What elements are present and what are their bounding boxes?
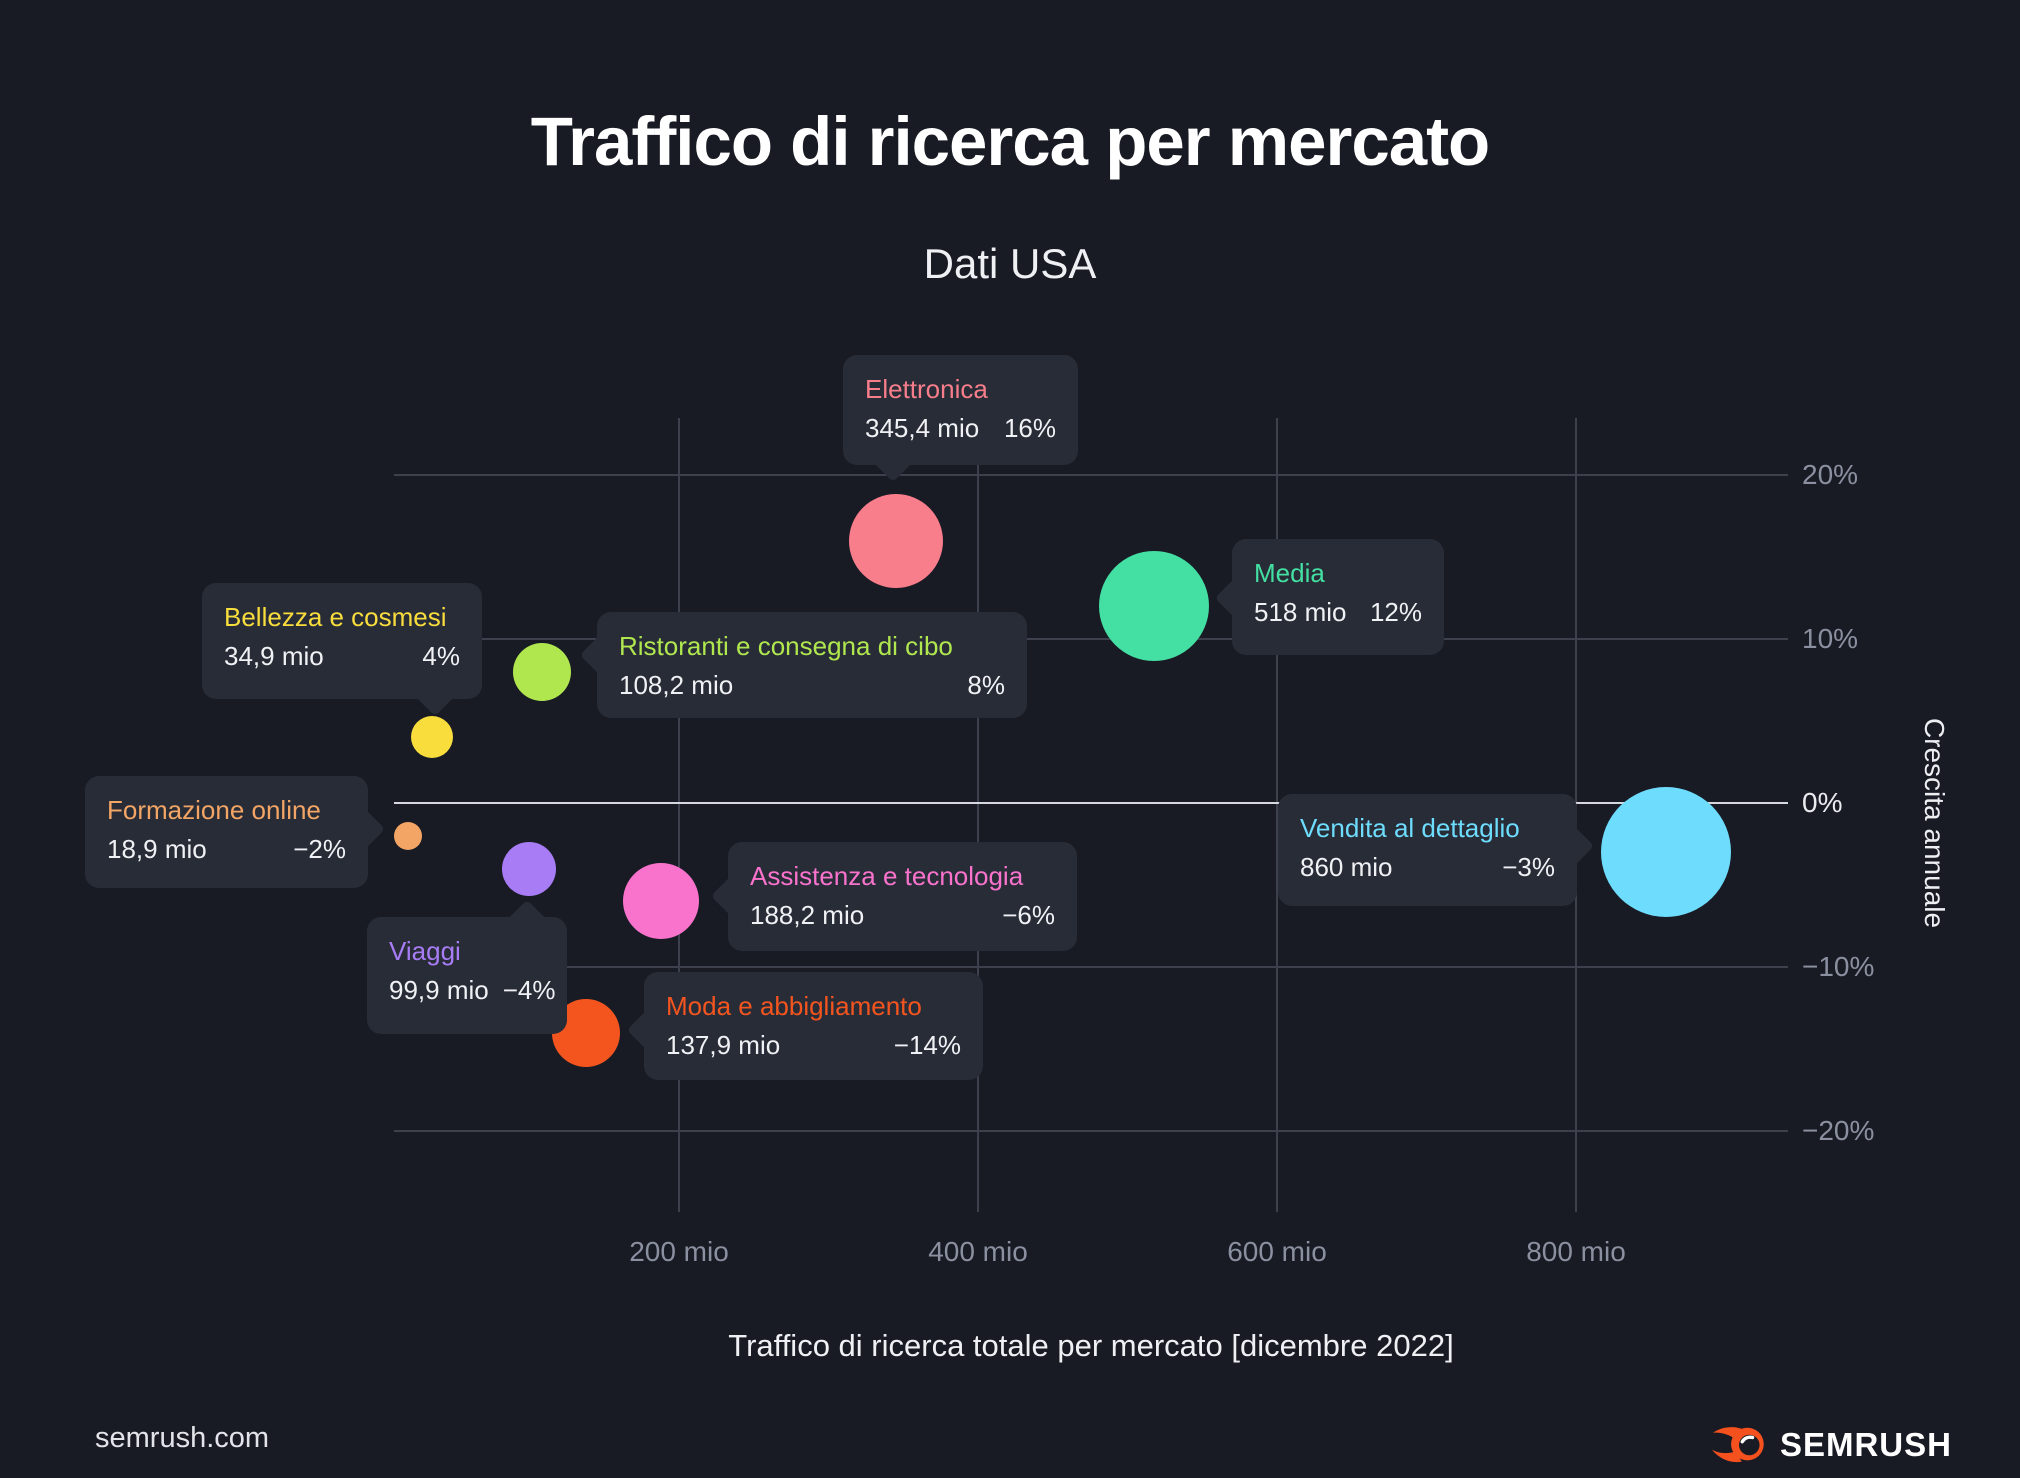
- tooltip-pointer: [413, 673, 457, 717]
- tooltip-traffic-value: 34,9 mio: [224, 641, 324, 671]
- tooltip-growth-value: −3%: [1502, 852, 1555, 882]
- page-subtitle: Dati USA: [923, 240, 1097, 287]
- grid-line-y--20: [394, 1130, 1788, 1132]
- tooltip-growth-value: −6%: [1002, 900, 1055, 930]
- tooltip-moda-e-abbigliamento: Moda e abbigliamento 137,9 mio −14%: [626, 972, 983, 1080]
- tooltip-category-label: Assistenza e tecnologia: [750, 861, 1024, 891]
- brand-wordmark: SEMRUSH: [1779, 1426, 1952, 1463]
- bubble-vendita-al-dettaglio: [1600, 787, 1731, 918]
- tooltip-traffic-value: 860 mio: [1300, 852, 1393, 882]
- tooltip-values-row: 188,2 mio −6%: [750, 900, 1055, 931]
- tooltip-values-row: 518 mio 12%: [1254, 597, 1422, 628]
- tooltip-formazione-online: Formazione online 18,9 mio −2%: [85, 776, 386, 888]
- tooltip-pointer: [1551, 824, 1595, 868]
- tooltip-traffic-value: 99,9 mio: [389, 975, 489, 1005]
- tooltip-elettronica: Elettronica 345,4 mio 16%: [843, 355, 1078, 483]
- y-tick-label-0: 0%: [1802, 787, 1843, 818]
- grid-line-x-200: [678, 418, 680, 1212]
- x-tick-label-600: 600 mio: [1227, 1236, 1327, 1267]
- tooltip-pointer: [626, 1008, 670, 1052]
- tooltip-bellezza-e-cosmesi: Bellezza e cosmesi 34,9 mio 4%: [202, 583, 482, 717]
- tooltip-traffic-value: 518 mio: [1254, 597, 1347, 627]
- tooltip-pointer: [342, 807, 386, 851]
- tooltip-traffic-value: 137,9 mio: [666, 1030, 781, 1060]
- bubble-formazione-online: [394, 821, 423, 850]
- tooltip-pointer: [579, 633, 623, 677]
- bubble-assistenza-e-tecnologia: [623, 863, 700, 940]
- tooltip-media: Media 518 mio 12%: [1214, 539, 1444, 655]
- x-tick-label-400: 400 mio: [928, 1236, 1028, 1267]
- grid-line-y-0: [394, 802, 1788, 804]
- tooltip-category-label: Formazione online: [107, 795, 321, 825]
- tooltip-values-row: 108,2 mio 8%: [619, 670, 1005, 701]
- site-url: semrush.com: [95, 1422, 270, 1454]
- tooltip-viaggi: Viaggi 99,9 mio −4%: [367, 899, 567, 1034]
- tooltip-growth-value: 8%: [967, 670, 1005, 700]
- tooltip-category-label: Elettronica: [865, 374, 988, 404]
- tooltip-values-row: 99,9 mio −4%: [389, 975, 556, 1006]
- tooltip-traffic-value: 188,2 mio: [750, 900, 865, 930]
- tooltip-values-row: 860 mio −3%: [1300, 852, 1555, 883]
- y-axis-title: Crescita annuale: [1919, 717, 1950, 929]
- semrush-logo: SEMRUSH: [1711, 1424, 1952, 1466]
- tooltip-category-label: Moda e abbigliamento: [666, 991, 922, 1021]
- tooltip-category-label: Viaggi: [389, 936, 461, 966]
- tooltip-values-row: 34,9 mio 4%: [224, 641, 460, 672]
- tooltip-vendita-al-dettaglio: Vendita al dettaglio 860 mio −3%: [1278, 794, 1595, 906]
- y-tick-label--20: −20%: [1802, 1115, 1875, 1146]
- grid-line-x-400: [977, 418, 979, 1212]
- tooltip-category-label: Ristoranti e consegna di cibo: [619, 631, 953, 661]
- grid-line-y--10: [394, 966, 1788, 968]
- tooltip-growth-value: 4%: [422, 641, 460, 671]
- y-tick-label--10: −10%: [1802, 951, 1875, 982]
- y-tick-label-20: 20%: [1802, 459, 1859, 490]
- tooltip-category-label: Media: [1254, 558, 1325, 588]
- tooltip-values-row: 18,9 mio −2%: [107, 834, 346, 865]
- grid-line-y-20: [394, 474, 1788, 476]
- bubble-bellezza-e-cosmesi: [411, 716, 454, 759]
- tooltip-growth-value: −2%: [293, 834, 346, 864]
- tooltip-traffic-value: 18,9 mio: [107, 834, 207, 864]
- tooltip-category-label: Bellezza e cosmesi: [224, 602, 447, 632]
- tooltip-traffic-value: 108,2 mio: [619, 670, 734, 700]
- tooltip-growth-value: 12%: [1369, 597, 1422, 627]
- tooltip-traffic-value: 345,4 mio: [865, 413, 980, 443]
- y-tick-label-10: 10%: [1802, 623, 1859, 654]
- tooltip-pointer: [1214, 576, 1258, 620]
- semrush-flame-icon: [1711, 1424, 1767, 1466]
- grid-line-x-600: [1276, 418, 1278, 1212]
- x-tick-label-200: 200 mio: [629, 1236, 729, 1267]
- tooltip-values-row: 137,9 mio −14%: [666, 1030, 961, 1061]
- bubble-viaggi: [502, 841, 557, 896]
- grid-line-y-10: [394, 638, 1788, 640]
- tooltip-growth-value: −14%: [893, 1030, 961, 1060]
- x-axis-title: Traffico di ricerca totale per mercato […: [728, 1328, 1454, 1363]
- bubble-ristoranti-e-consegna-di-cibo: [512, 642, 571, 701]
- tooltip-assistenza-e-tecnologia: Assistenza e tecnologia 188,2 mio −6%: [710, 842, 1077, 951]
- tooltip-pointer: [710, 874, 754, 918]
- tooltip-values-row: 345,4 mio 16%: [865, 413, 1056, 444]
- x-tick-label-800: 800 mio: [1526, 1236, 1626, 1267]
- tooltip-growth-value: 16%: [1003, 413, 1056, 443]
- bubble-elettronica: [849, 493, 944, 588]
- tooltip-category-label: Vendita al dettaglio: [1300, 813, 1520, 843]
- tooltip-ristoranti-e-consegna-di-cibo: Ristoranti e consegna di cibo 108,2 mio 8%: [579, 612, 1027, 718]
- bubble-media: [1099, 551, 1210, 662]
- tooltip-growth-value: −4%: [502, 975, 556, 1005]
- page-title: Traffico di ricerca per mercato: [530, 103, 1490, 180]
